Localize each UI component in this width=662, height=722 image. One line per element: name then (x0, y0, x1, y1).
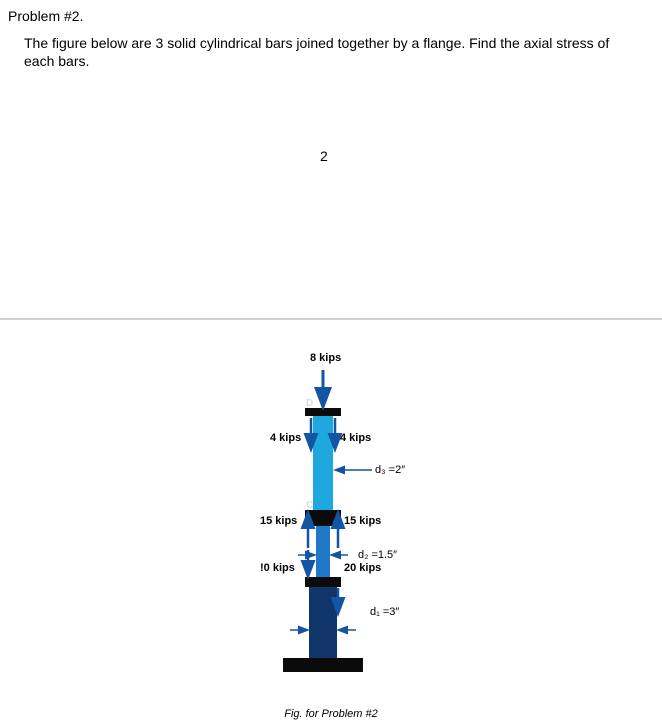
problem-title: Problem #2. (8, 8, 83, 24)
label-C-right: 15 kips (344, 515, 381, 527)
label-B-left: !0 kips (260, 562, 295, 574)
figure-caption: Fig. for Problem #2 (0, 708, 662, 720)
point-A: A (299, 648, 307, 659)
point-C: C (306, 500, 313, 511)
diagram-svg: D C B A (0, 350, 662, 690)
label-C-left: 15 kips (260, 515, 297, 527)
label-d2: d₂ =1.5″ (358, 549, 397, 561)
point-B: B (300, 587, 307, 598)
divider (0, 318, 662, 320)
label-d1: d₁ =3″ (370, 606, 399, 618)
figure: D C B A 8 kips 4 kips 4 kips d₃ =2″ 15 k… (0, 350, 662, 720)
point-D: D (306, 398, 313, 409)
page-number: 2 (320, 148, 328, 164)
bar-top (313, 415, 333, 510)
bar-bottom (309, 585, 337, 660)
label-D-right: 4 kips (340, 432, 371, 444)
label-D-left: 4 kips (270, 432, 301, 444)
flange-C (305, 510, 341, 526)
label-d3: d₃ =2″ (375, 464, 405, 476)
label-B-right: 20 kips (344, 562, 381, 574)
flange-D (305, 408, 341, 416)
flange-B (305, 577, 341, 587)
bar-middle (316, 525, 330, 585)
base (283, 658, 363, 672)
problem-text: The figure below are 3 solid cylindrical… (24, 34, 642, 70)
label-top-load: 8 kips (310, 352, 341, 364)
